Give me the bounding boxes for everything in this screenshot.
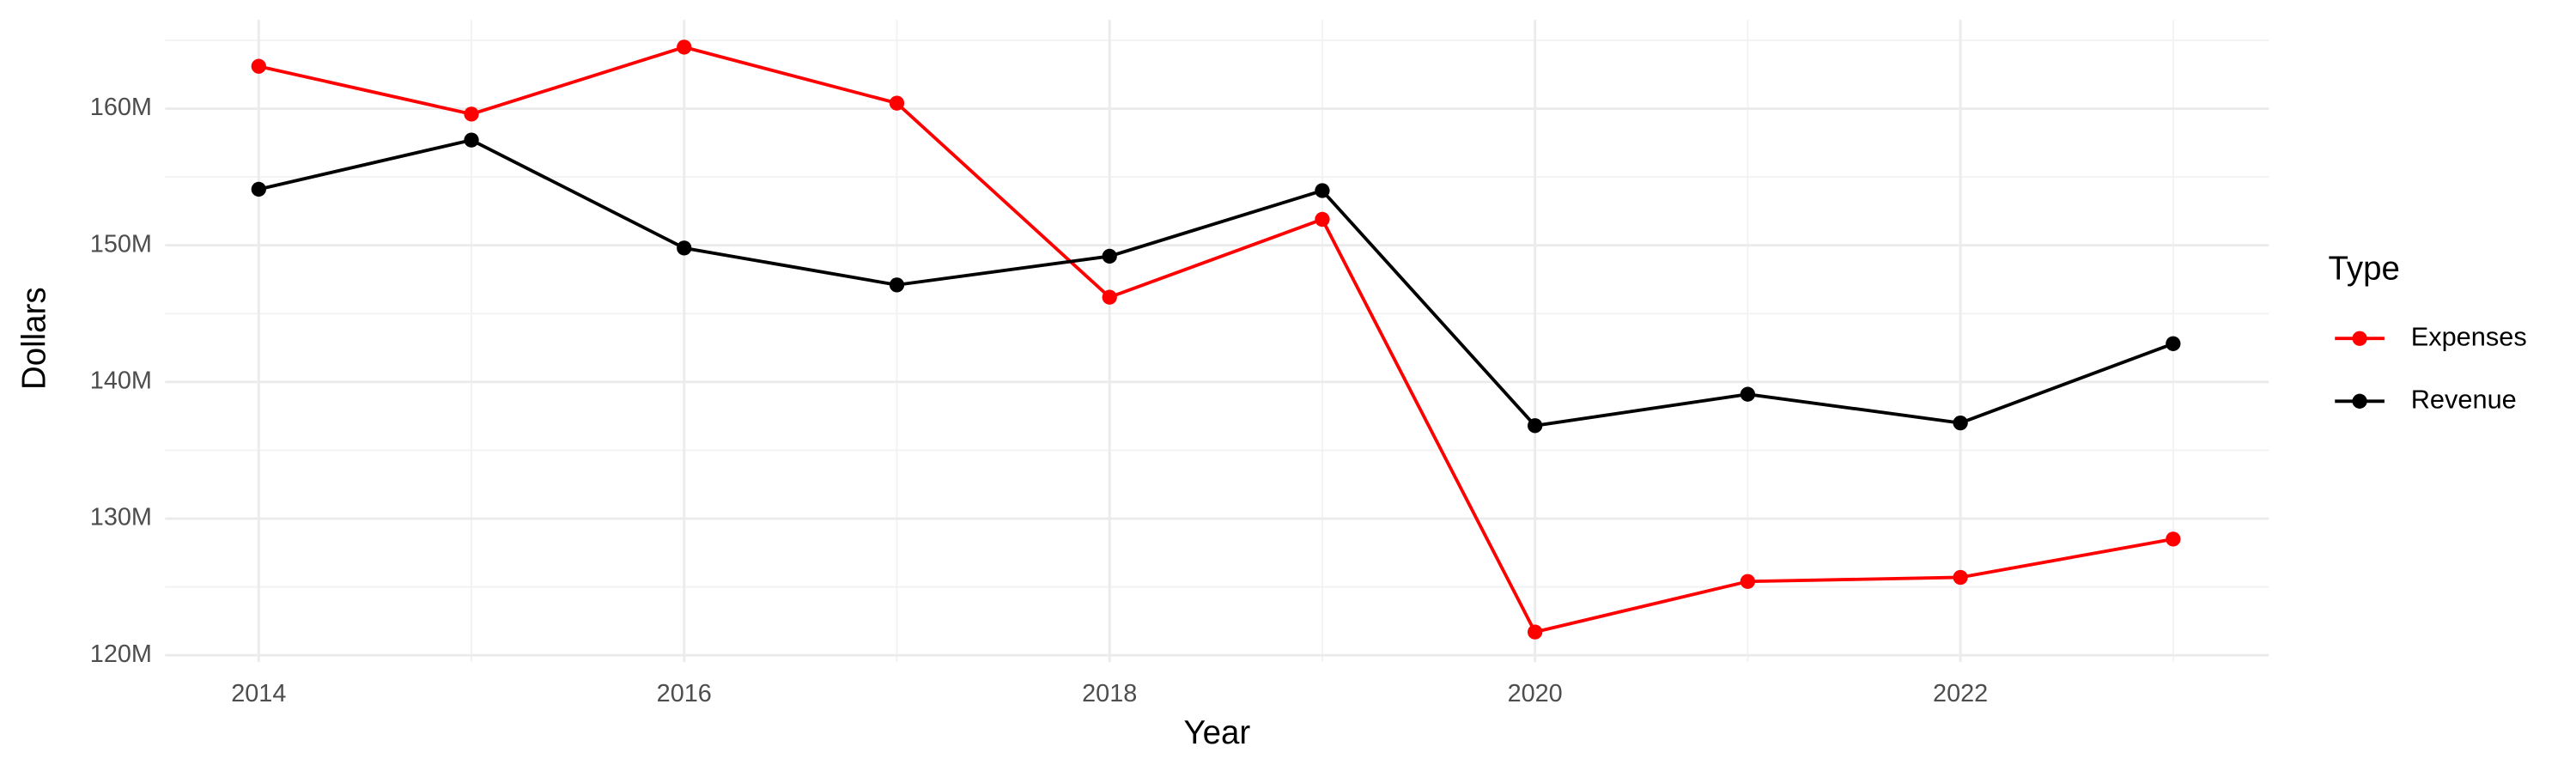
data-point — [251, 58, 266, 74]
data-point — [889, 277, 905, 293]
y-axis-title: Dollars — [15, 287, 52, 390]
data-point — [1528, 624, 1543, 640]
series-line — [258, 45, 2174, 634]
x-axis-title: Year — [1183, 714, 1250, 751]
y-tick-label: 140M — [90, 367, 152, 394]
legend-label: Revenue — [2411, 384, 2517, 414]
x-tick-label: 2022 — [1933, 680, 1988, 707]
legend-key-point — [2352, 393, 2367, 409]
data-point — [1102, 248, 1117, 264]
data-point — [1528, 418, 1543, 434]
y-tick-label: 120M — [90, 640, 152, 668]
data-point — [2166, 531, 2181, 547]
data-point — [677, 39, 692, 55]
legend-key-point — [2352, 331, 2367, 346]
data-point — [1740, 574, 1756, 589]
data-point — [1102, 289, 1117, 305]
data-point — [1953, 415, 1968, 431]
legend-label: Expenses — [2411, 321, 2527, 351]
data-point — [677, 240, 692, 256]
data-point — [1315, 183, 1330, 198]
data-point — [464, 132, 479, 148]
data-point — [1740, 386, 1756, 402]
y-tick-label: 150M — [90, 230, 152, 258]
legend-title: Type — [2329, 251, 2400, 288]
y-tick-label: 130M — [90, 504, 152, 531]
data-point — [251, 181, 266, 197]
data-point — [2166, 336, 2181, 351]
x-tick-label: 2018 — [1082, 680, 1137, 707]
x-tick-label: 2016 — [657, 680, 712, 707]
data-point — [1953, 569, 1968, 586]
series-line — [258, 138, 2174, 428]
data-point — [464, 106, 479, 122]
data-point — [1315, 211, 1330, 228]
x-tick-label: 2020 — [1508, 680, 1563, 707]
y-tick-label: 160M — [90, 94, 152, 121]
data-point — [889, 95, 905, 111]
x-tick-label: 2014 — [231, 680, 286, 707]
